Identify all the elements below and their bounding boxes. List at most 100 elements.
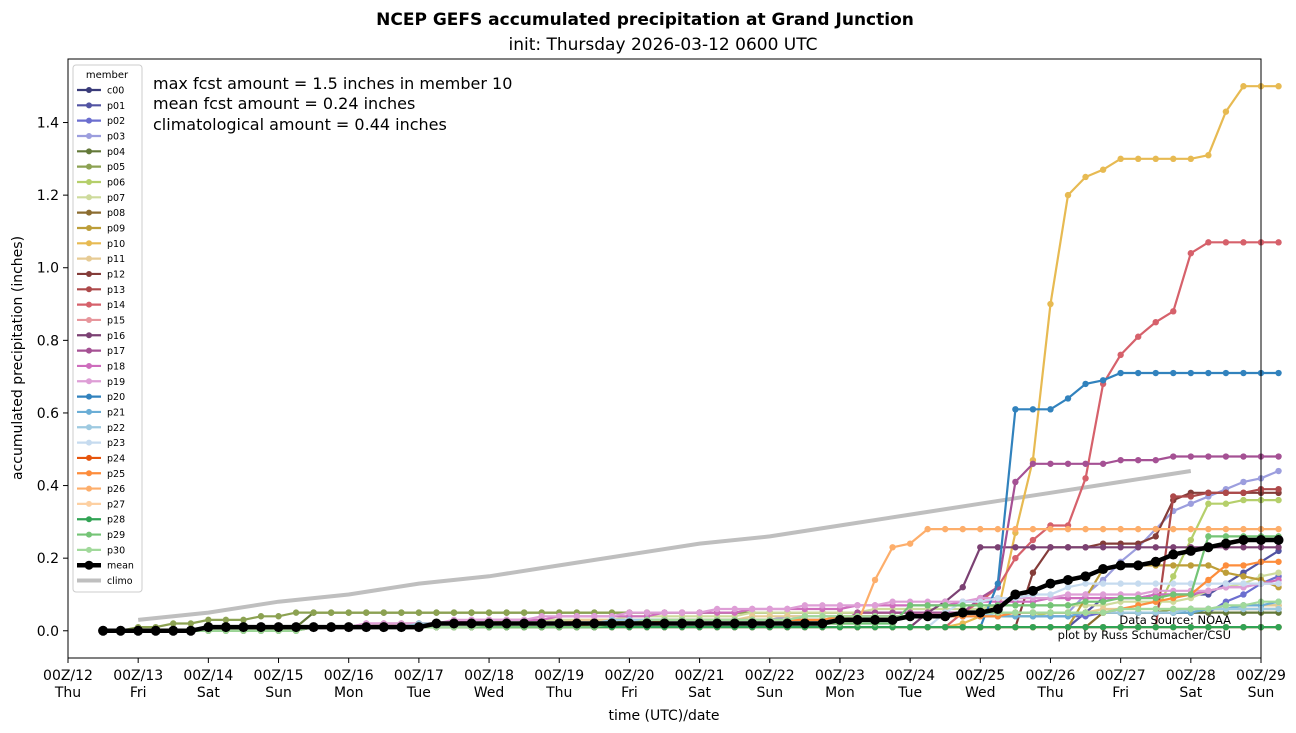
data-point-p17 (1047, 460, 1054, 467)
data-point-p23 (994, 594, 1002, 602)
data-point-p05 (485, 609, 493, 616)
data-point-p10 (1275, 83, 1282, 90)
data-point-p13 (1205, 489, 1212, 497)
legend-label-p08: p08 (107, 208, 125, 219)
data-point-p23 (1222, 580, 1230, 587)
data-point-p30 (1275, 598, 1282, 605)
data-point-p29 (1134, 594, 1142, 602)
legend-label-p27: p27 (107, 499, 125, 510)
data-point-p10 (1187, 155, 1195, 163)
data-point-p17 (1012, 478, 1019, 486)
data-point-p28 (994, 623, 1002, 631)
data-point-p19 (678, 609, 686, 616)
data-point-p16 (994, 544, 1002, 551)
data-point-p20 (1152, 369, 1159, 377)
legend-marker-p19 (86, 378, 92, 385)
x-tick-day: Sat (1179, 685, 1202, 701)
legend-label-p05: p05 (107, 162, 125, 173)
data-point-p17 (1152, 456, 1159, 464)
legend-label-climo: climo (107, 576, 133, 587)
data-point-p05 (257, 613, 265, 620)
legend-label-p09: p09 (107, 223, 125, 234)
x-tick-label: 00Z/27 (1096, 668, 1146, 684)
data-point-p28 (959, 623, 966, 631)
data-point-p26 (906, 540, 914, 547)
data-point-p16 (1099, 544, 1107, 551)
legend-label-p03: p03 (107, 131, 125, 142)
data-point-p19 (661, 609, 668, 616)
legend-marker-p26 (86, 485, 92, 492)
data-point-p29 (1205, 533, 1212, 540)
data-point-mean (554, 618, 565, 629)
credit-source: Data Source: NOAA (1119, 613, 1231, 627)
data-point-p29 (942, 602, 949, 609)
data-point-p16 (1029, 544, 1037, 551)
data-point-mean (326, 622, 337, 633)
series-line-climo (137, 469, 1192, 622)
data-point-p19 (573, 613, 580, 620)
legend-label-p11: p11 (107, 254, 125, 265)
data-point-p30 (1117, 605, 1124, 613)
y-tick-label: 0.0 (37, 624, 59, 640)
data-point-p28 (1064, 623, 1072, 631)
data-point-p13 (1275, 485, 1282, 493)
data-point-p09 (1222, 569, 1230, 576)
data-point-p26 (1012, 525, 1019, 533)
legend-marker-p20 (86, 393, 92, 400)
y-tick-label: 0.2 (37, 551, 59, 567)
x-tick-label: 00Z/15 (254, 668, 304, 684)
legend-items: c00 p01 p02 p03 p04 p05 p06 p07 p08 p09 p10 p11 p12 p… (77, 86, 134, 587)
data-point-p13 (1170, 493, 1177, 500)
data-point-p12 (1152, 533, 1159, 540)
data-point-p16 (977, 544, 984, 551)
data-point-p26 (1240, 525, 1247, 533)
legend-label-p07: p07 (107, 193, 125, 204)
data-point-mean (1027, 585, 1038, 596)
data-point-p26 (1205, 525, 1212, 533)
data-point-p20 (1029, 406, 1037, 413)
data-point-p19 (696, 609, 703, 616)
data-point-p23 (1275, 580, 1282, 587)
data-point-p20 (1099, 377, 1107, 384)
data-point-p16 (1064, 544, 1072, 551)
data-point-p28 (1170, 623, 1177, 631)
data-point-mean (940, 611, 951, 622)
data-point-mean (448, 618, 459, 629)
data-point-p09 (1170, 562, 1177, 569)
legend-marker-p28 (86, 516, 92, 523)
data-point-mean (308, 622, 319, 633)
data-point-p19 (836, 602, 844, 609)
y-tick-label: 1.4 (37, 116, 59, 132)
data-point-mean (1185, 545, 1196, 556)
data-point-p23 (1187, 580, 1195, 587)
axis-ticks: 0.00.20.40.60.81.01.21.400Z/12Thu00Z/13F… (37, 116, 1286, 701)
legend-marker-p09 (86, 224, 92, 231)
legend-marker-p30 (86, 546, 92, 553)
data-point-p10 (1064, 191, 1072, 199)
data-point-p17 (1205, 453, 1212, 460)
data-point-mean (168, 625, 179, 636)
legend-marker-p12 (86, 270, 92, 277)
data-point-mean (975, 607, 986, 618)
data-point-p26 (1134, 525, 1142, 533)
data-point-p28 (1099, 623, 1107, 631)
data-point-p19 (731, 605, 738, 613)
data-point-mean (782, 618, 793, 629)
x-tick-day: Mon (334, 685, 364, 701)
data-point-p29 (1029, 602, 1037, 609)
x-tick-day: Wed (965, 685, 996, 701)
annotation-max: max fcst amount = 1.5 inches in member 1… (153, 74, 512, 93)
data-point-p19 (871, 602, 879, 609)
data-point-mean (185, 625, 196, 636)
legend-label-p18: p18 (107, 361, 125, 372)
data-point-p28 (1134, 623, 1142, 631)
legend-label-p20: p20 (107, 392, 125, 403)
x-tick-day: Thu (545, 685, 572, 701)
x-tick-label: 00Z/12 (43, 668, 93, 684)
data-point-p19 (1205, 587, 1212, 595)
legend-marker-c00 (86, 87, 92, 93)
data-point-p29 (924, 602, 931, 609)
data-point-p05 (222, 616, 230, 624)
data-point-p25 (1222, 562, 1230, 569)
data-point-p28 (942, 623, 949, 631)
